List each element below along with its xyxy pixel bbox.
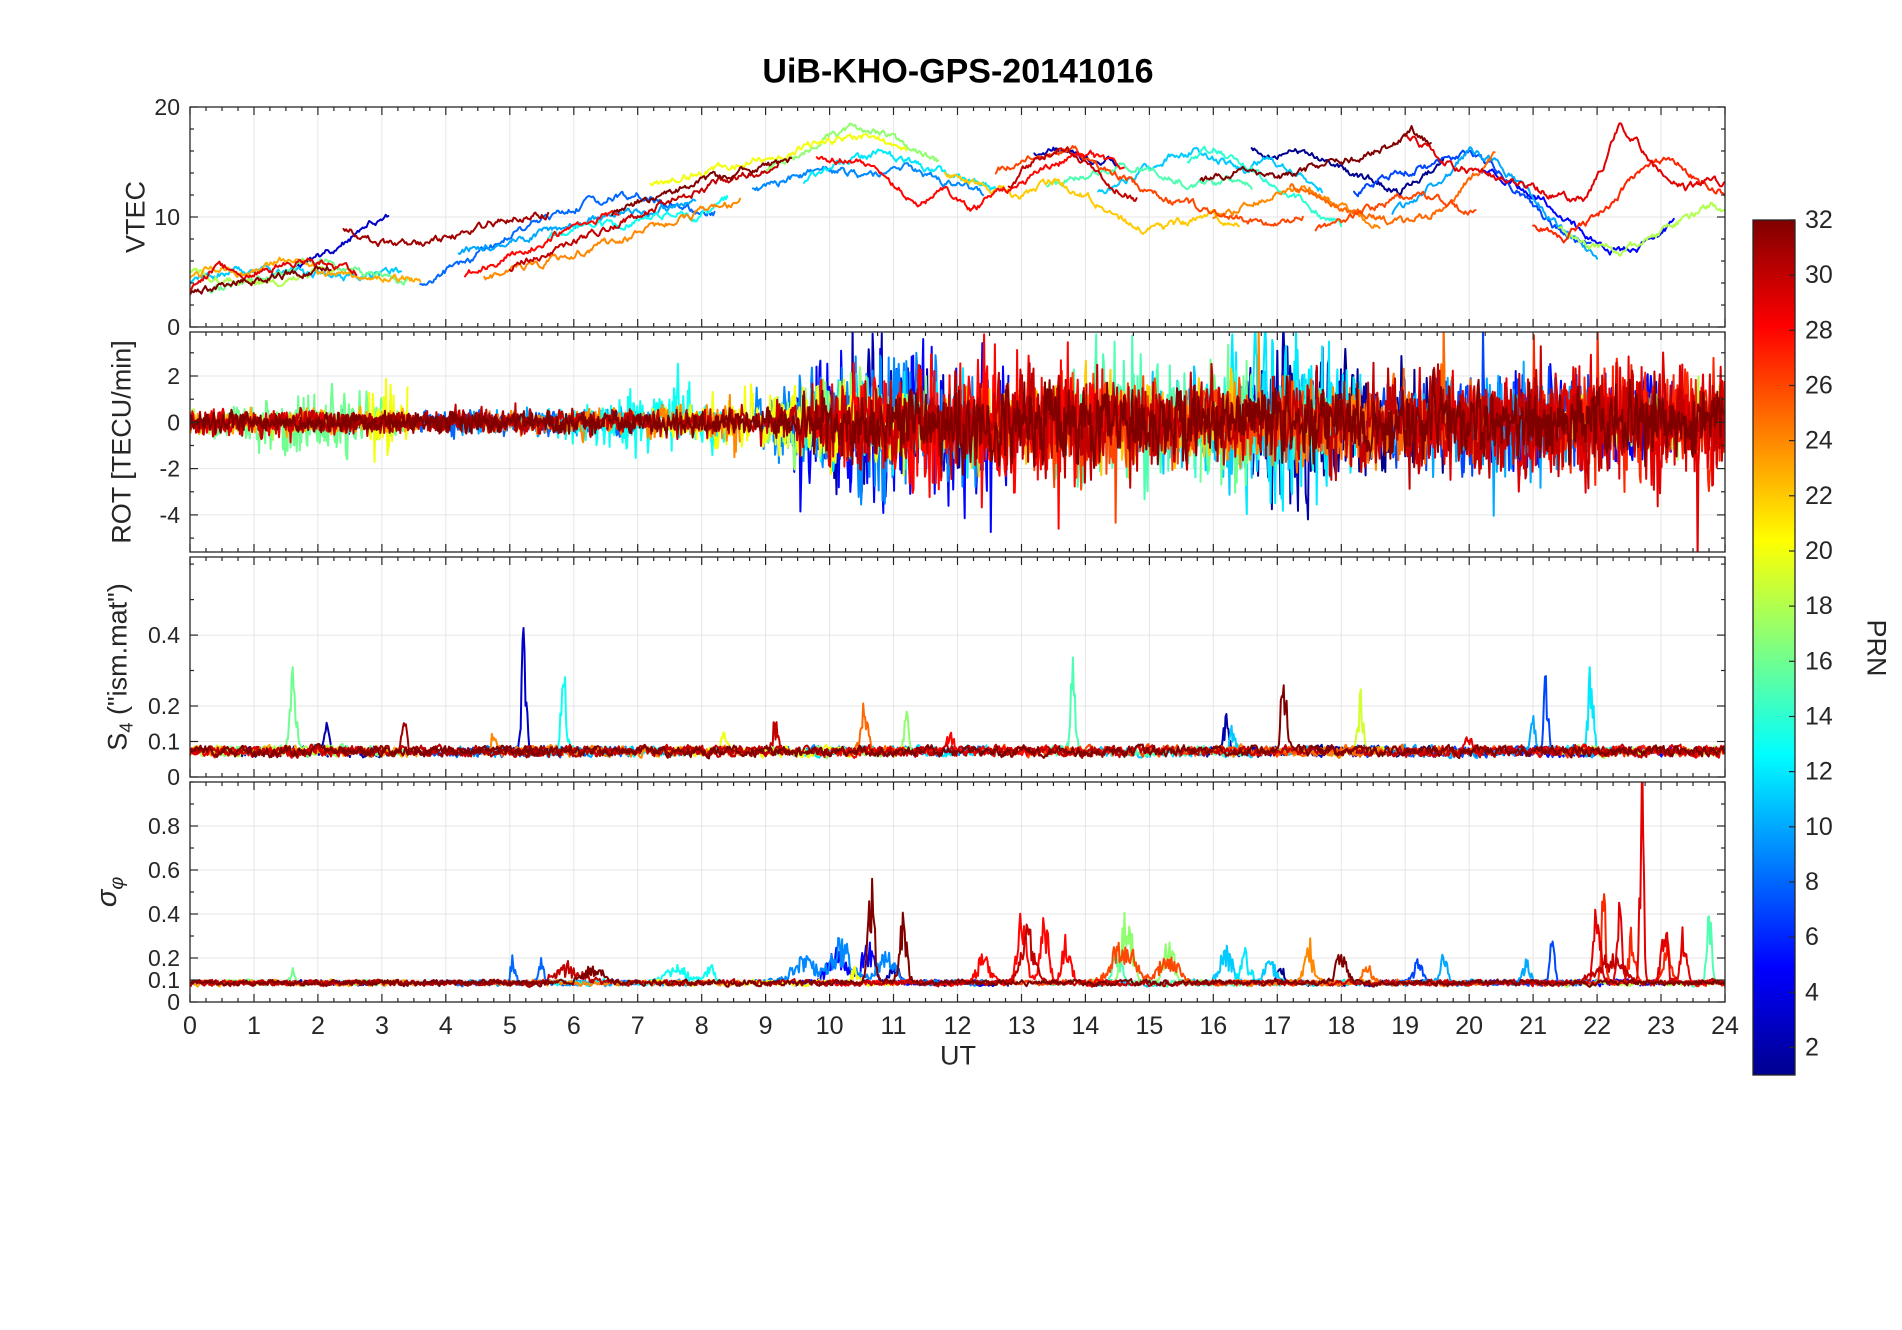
ylabel-s4-sub: 4 (115, 722, 137, 733)
y-tick-label: 0.4 (148, 622, 180, 648)
x-tick-label: 16 (1199, 1012, 1227, 1040)
x-tick-label: 0 (183, 1012, 197, 1040)
ylabel-sigma-sub: φ (105, 876, 128, 890)
panel-vtec: 0 10 20 (154, 94, 1726, 340)
x-tick-label: 17 (1263, 1012, 1291, 1040)
x-tick-label: 15 (1135, 1012, 1163, 1040)
x-tick-label: 13 (1008, 1012, 1036, 1040)
y-tick-label: 10 (154, 204, 180, 230)
panel-rot: -4 -2 0 2 (160, 331, 1726, 553)
x-tick-label: 12 (944, 1012, 972, 1040)
colorbar-tick-label: 6 (1805, 923, 1819, 951)
ylabel-s4: S4 ("ism.mat") (102, 583, 137, 750)
colorbar-gradient (1753, 220, 1795, 1075)
y-tick-label: -2 (160, 456, 180, 482)
x-tick-label: 1 (247, 1012, 261, 1040)
y-tick-label: 0.2 (148, 945, 180, 971)
x-tick-label: 7 (631, 1012, 645, 1040)
x-tick-label: 5 (503, 1012, 517, 1040)
x-tick-label: 18 (1327, 1012, 1355, 1040)
y-tick-label: 0.2 (148, 693, 180, 719)
ylabel-s4-main: S (102, 732, 133, 751)
y-tick-label: 0 (167, 989, 180, 1015)
x-tick-label: 11 (881, 1012, 907, 1040)
series-lines (190, 627, 1725, 760)
series-lines (190, 782, 1725, 989)
x-tick-label: 10 (816, 1012, 844, 1040)
y-tick-label: 0 (167, 314, 180, 340)
y-tick-label: 20 (154, 94, 180, 120)
ylabel-rot: ROT [TECU/min] (107, 340, 138, 544)
x-tick-label: 2 (311, 1012, 325, 1040)
x-tick-label: 4 (439, 1012, 453, 1040)
x-tick-label: 19 (1391, 1012, 1419, 1040)
x-tick-label: 21 (1519, 1012, 1547, 1040)
colorbar-tick-label: 24 (1805, 427, 1833, 455)
colorbar-tick-label: 32 (1805, 206, 1833, 234)
ylabel-sigma-phi: σφ (91, 877, 129, 907)
y-tick-label: 0 (167, 764, 180, 790)
series-lines (190, 122, 1725, 296)
y-tick-label: 0.8 (148, 813, 180, 839)
ylabel-s4-rest: ("ism.mat") (102, 583, 133, 723)
y-tick-label: 0.6 (148, 857, 180, 883)
y-tick-label: 0.4 (148, 901, 180, 927)
y-tick-label: 2 (167, 363, 180, 389)
colorbar-tick-label: 16 (1805, 647, 1833, 675)
x-tick-label: 3 (375, 1012, 389, 1040)
colorbar-tick-label: 26 (1805, 372, 1833, 400)
colorbar-tick-label: 2 (1805, 1033, 1819, 1061)
x-tick-label: 14 (1071, 1012, 1099, 1040)
axis-ticks (189, 557, 1726, 778)
x-tick-label: 8 (695, 1012, 709, 1040)
axis-ticks (189, 106, 1726, 328)
colorbar-tick-label: 30 (1805, 261, 1833, 289)
chart-title: UiB-KHO-GPS-20141016 (762, 52, 1154, 91)
colorbar-label: PRN (1861, 619, 1892, 677)
y-tick-label: 0.1 (148, 729, 180, 755)
ylabel-sigma-main: σ (91, 889, 124, 908)
axis-ticks (189, 332, 1726, 552)
colorbar-tick-label: 14 (1805, 703, 1833, 731)
colorbar-tick-label: 12 (1805, 758, 1833, 786)
y-tick-label: 0.1 (148, 967, 180, 993)
colorbar-tick-label: 28 (1805, 316, 1833, 344)
x-tick-label: 23 (1647, 1012, 1675, 1040)
x-tick-label: 9 (759, 1012, 773, 1040)
panel-sigma-phi: 00.10.20.40.60.80 1 2 3 4 5 6 7 8 9 10 11 12 13 14 15 16… (148, 781, 1739, 1040)
ylabel-vtec: VTEC (121, 181, 152, 253)
x-tick-label: 20 (1455, 1012, 1483, 1040)
x-tick-label: 22 (1583, 1012, 1611, 1040)
ylabel-vtec-text: VTEC (120, 180, 151, 254)
series-lines (190, 332, 1725, 552)
colorbar-tick-label: 8 (1805, 868, 1819, 896)
colorbar-tick-label: 20 (1805, 537, 1833, 565)
ylabel-rot-text: ROT [TECU/min] (106, 340, 137, 544)
colorbar-tick-label: 22 (1805, 482, 1833, 510)
xlabel-ut: UT (940, 1040, 976, 1071)
colorbar-tick-label: 10 (1805, 813, 1833, 841)
panel-s4: 0 0.1 0.2 0.4 (148, 556, 1726, 790)
y-tick-label: 0 (167, 409, 180, 435)
colorbar-tick-label: 18 (1805, 592, 1833, 620)
x-tick-label: 6 (567, 1012, 581, 1040)
axis-ticks (189, 781, 1726, 1003)
colorbar-tick-label: 4 (1805, 978, 1819, 1006)
y-tick-label: -4 (160, 502, 181, 528)
x-tick-label: 24 (1711, 1012, 1739, 1040)
